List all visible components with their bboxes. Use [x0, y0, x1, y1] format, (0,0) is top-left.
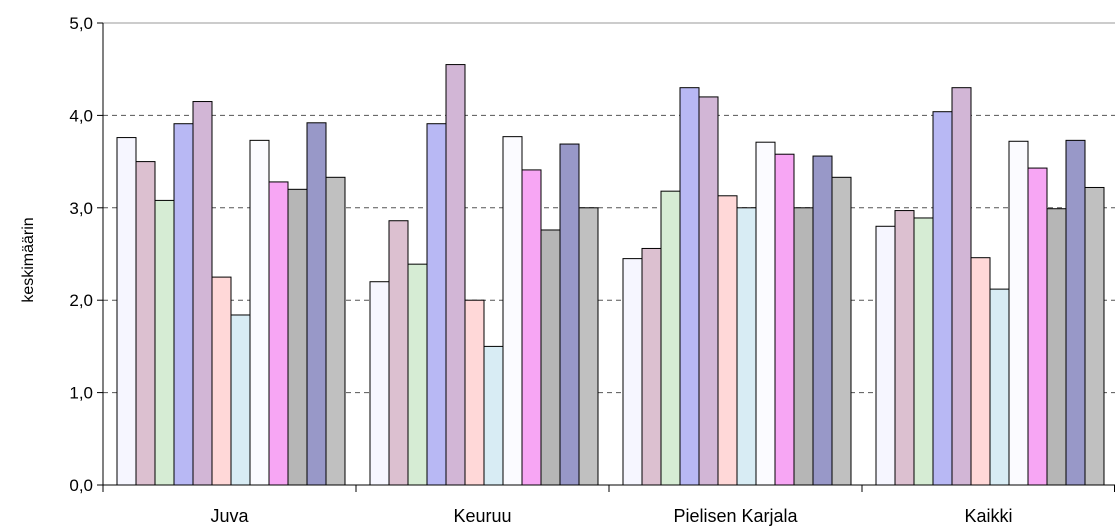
- bar: [831, 176, 852, 486]
- bar: [135, 161, 156, 486]
- bar: [192, 101, 213, 486]
- bar: [970, 257, 991, 486]
- bar: [388, 220, 409, 486]
- bar: [154, 199, 175, 486]
- bar: [540, 229, 561, 486]
- bar: [736, 207, 757, 486]
- bar: [875, 225, 896, 486]
- bar: [521, 169, 542, 486]
- x-category-label: Pielisen Karjala: [673, 506, 798, 526]
- bar: [483, 345, 504, 486]
- bar: [755, 141, 776, 486]
- bar: [407, 263, 428, 486]
- bar: [622, 258, 643, 486]
- bar: [793, 207, 814, 486]
- bar: [211, 276, 232, 486]
- bar: [1046, 208, 1067, 486]
- y-tick-label: 3,0: [69, 199, 93, 218]
- bar: [932, 111, 953, 486]
- bar: [812, 155, 833, 486]
- bar: [116, 137, 137, 486]
- bar: [717, 195, 738, 486]
- bar: [502, 136, 523, 486]
- bar: [679, 87, 700, 486]
- bar: [325, 176, 346, 486]
- bar: [660, 190, 681, 486]
- x-category-label: Kaikki: [964, 506, 1012, 526]
- bar: [1065, 139, 1086, 486]
- bar: [268, 181, 289, 486]
- gridlines: [103, 22, 1115, 394]
- bars: [116, 64, 1105, 486]
- bar: [774, 153, 795, 486]
- axis-labels: 0,0 1,0 2,0 3,0 4,0 5,0 Juva Keuruu Pielisen Kar…: [69, 14, 1012, 526]
- bar: [989, 288, 1010, 486]
- y-tick-label: 1,0: [69, 384, 93, 403]
- y-tick-label: 5,0: [69, 14, 93, 33]
- bar: [445, 64, 466, 486]
- bar: [249, 139, 270, 486]
- y-tick-label: 0,0: [69, 476, 93, 495]
- x-category-label: Juva: [210, 506, 249, 526]
- bar: [1084, 186, 1105, 486]
- y-axis-title: keskimäärin: [20, 217, 37, 302]
- bar: [369, 281, 390, 486]
- bar: [1027, 167, 1048, 486]
- x-category-label: Keuruu: [453, 506, 511, 526]
- bar: [230, 314, 251, 486]
- bar: [464, 299, 485, 486]
- bar: [287, 188, 308, 486]
- bar: [698, 96, 719, 486]
- bar: [578, 207, 599, 486]
- bar: [1008, 140, 1029, 486]
- bar: [426, 123, 447, 486]
- bar: [951, 87, 972, 486]
- bar: [913, 217, 934, 486]
- bar: [641, 247, 662, 486]
- y-tick-label: 2,0: [69, 291, 93, 310]
- bar: [173, 123, 194, 486]
- bar: [894, 210, 915, 486]
- bar: [559, 143, 580, 486]
- y-tick-label: 4,0: [69, 106, 93, 125]
- bar: [306, 122, 327, 486]
